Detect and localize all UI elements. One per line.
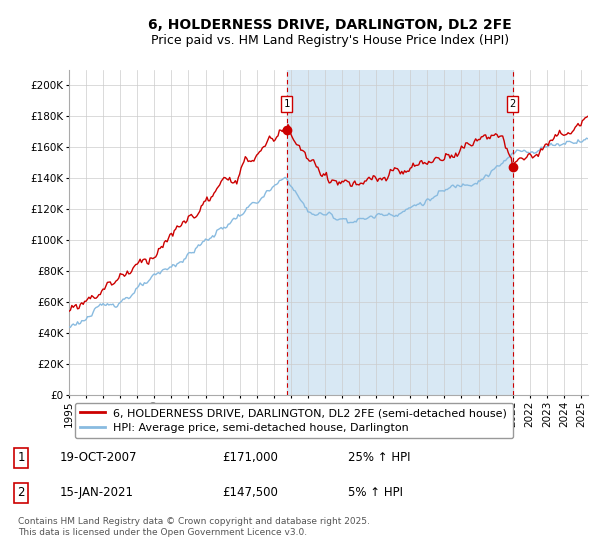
Text: 2: 2 [509, 99, 516, 109]
Text: Contains HM Land Registry data © Crown copyright and database right 2025.
This d: Contains HM Land Registry data © Crown c… [18, 517, 370, 537]
Bar [287, 70, 512, 395]
Text: 6, HOLDERNESS DRIVE, DARLINGTON, DL2 2FE: 6, HOLDERNESS DRIVE, DARLINGTON, DL2 2FE [148, 18, 512, 32]
Text: £171,000: £171,000 [222, 451, 278, 464]
Text: 25% ↑ HPI: 25% ↑ HPI [348, 451, 410, 464]
Text: 2: 2 [17, 486, 25, 500]
Legend: 6, HOLDERNESS DRIVE, DARLINGTON, DL2 2FE (semi-detached house), HPI: Average pri: 6, HOLDERNESS DRIVE, DARLINGTON, DL2 2FE… [74, 403, 513, 438]
Text: 19-OCT-2007: 19-OCT-2007 [60, 451, 137, 464]
Text: 5% ↑ HPI: 5% ↑ HPI [348, 486, 403, 500]
Text: 1: 1 [17, 451, 25, 464]
Text: 15-JAN-2021: 15-JAN-2021 [60, 486, 134, 500]
Text: Price paid vs. HM Land Registry's House Price Index (HPI): Price paid vs. HM Land Registry's House … [151, 34, 509, 47]
Text: £147,500: £147,500 [222, 486, 278, 500]
Text: 1: 1 [283, 99, 290, 109]
